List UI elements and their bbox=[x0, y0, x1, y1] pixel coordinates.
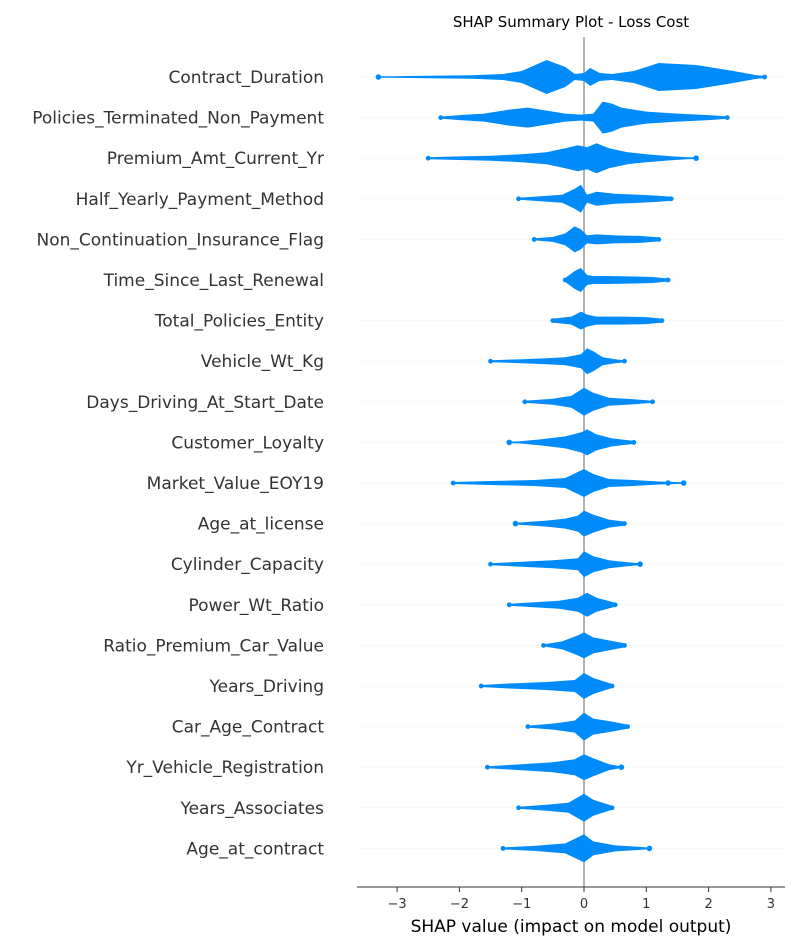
feature-distribution bbox=[453, 469, 684, 497]
feature-distribution bbox=[543, 632, 625, 659]
feature-label: Customer_Loyalty bbox=[171, 433, 324, 453]
max-point bbox=[631, 440, 637, 445]
feature-distribution bbox=[490, 348, 625, 375]
feature-label: Half_Yearly_Payment_Method bbox=[76, 190, 324, 210]
feature-label: Premium_Amt_Current_Yr bbox=[107, 149, 324, 169]
x-tick-label: 3 bbox=[767, 897, 775, 912]
max-point bbox=[665, 277, 671, 283]
feature-label: Vehicle_Wt_Kg bbox=[201, 352, 324, 372]
x-tick-label: −3 bbox=[388, 897, 407, 912]
max-point bbox=[612, 602, 618, 608]
max-point bbox=[622, 521, 627, 526]
feature-label: Market_Value_EOY19 bbox=[147, 474, 324, 494]
max-point bbox=[622, 643, 627, 648]
x-tick-label: 0 bbox=[580, 897, 588, 912]
feature-labels: Contract_Duration Policies_Terminated_Non… bbox=[32, 68, 324, 859]
min-point bbox=[550, 318, 556, 323]
feature-distribution bbox=[565, 268, 669, 292]
feature-distribution bbox=[518, 184, 672, 213]
outlier-point bbox=[665, 480, 671, 486]
feature-distribution bbox=[440, 101, 728, 134]
min-point bbox=[516, 196, 521, 202]
feature-distributions bbox=[375, 60, 768, 863]
feature-distribution bbox=[552, 311, 662, 330]
max-point bbox=[724, 115, 730, 120]
min-point bbox=[488, 561, 493, 567]
min-point bbox=[541, 643, 546, 648]
outlier-point bbox=[693, 155, 699, 161]
feature-label: Age_at_license bbox=[198, 515, 324, 535]
x-axis: −3 −2 −1 0 1 2 3 bbox=[357, 886, 785, 912]
min-point bbox=[516, 805, 521, 811]
x-tick-label: −2 bbox=[450, 897, 469, 912]
feature-distribution bbox=[503, 834, 650, 863]
max-point bbox=[609, 805, 615, 811]
feature-distribution bbox=[378, 60, 765, 94]
min-point bbox=[531, 237, 537, 242]
max-point bbox=[659, 318, 665, 323]
outlier-point bbox=[646, 845, 653, 852]
min-point bbox=[562, 277, 568, 283]
feature-label: Contract_Duration bbox=[169, 68, 324, 88]
x-axis-label: SHAP value (impact on model output) bbox=[411, 917, 732, 937]
outlier-point bbox=[512, 520, 519, 527]
feature-distribution bbox=[527, 712, 628, 741]
max-point bbox=[656, 237, 662, 242]
feature-label: Time_Since_Last_Renewal bbox=[103, 271, 324, 291]
feature-label: Car_Age_Contract bbox=[172, 718, 325, 738]
max-point bbox=[609, 683, 615, 689]
feature-distribution bbox=[534, 226, 659, 253]
feature-label: Days_Driving_At_Start_Date bbox=[86, 393, 324, 413]
feature-label: Years_Driving bbox=[208, 677, 324, 697]
feature-label: Power_Wt_Ratio bbox=[188, 596, 324, 616]
feature-distribution bbox=[524, 387, 653, 416]
feature-label: Ratio_Premium_Car_Value bbox=[103, 636, 324, 656]
outlier-point bbox=[375, 74, 382, 80]
min-point bbox=[485, 764, 490, 770]
feature-distribution bbox=[487, 754, 622, 781]
feature-distribution bbox=[490, 551, 641, 578]
feature-label: Non_Continuation_Insurance_Flag bbox=[37, 230, 324, 250]
chart-title: SHAP Summary Plot - Loss Cost bbox=[453, 13, 689, 31]
min-point bbox=[450, 480, 456, 486]
max-point bbox=[668, 196, 674, 202]
feature-label: Total_Policies_Entity bbox=[154, 312, 324, 332]
outlier-point bbox=[637, 561, 643, 567]
max-point bbox=[762, 74, 768, 80]
feature-label: Cylinder_Capacity bbox=[171, 555, 324, 575]
feature-label: Policies_Terminated_Non_Payment bbox=[32, 109, 324, 129]
feature-distribution bbox=[509, 592, 616, 617]
min-point bbox=[506, 602, 512, 608]
min-point bbox=[438, 115, 444, 120]
feature-label: Years_Associates bbox=[179, 799, 324, 819]
min-point bbox=[500, 846, 506, 851]
feature-distribution bbox=[481, 673, 612, 699]
min-point bbox=[522, 399, 528, 405]
feature-distribution bbox=[509, 429, 634, 456]
feature-label: Age_at_contract bbox=[186, 839, 324, 859]
outlier-point bbox=[680, 480, 687, 486]
feature-distribution bbox=[518, 793, 612, 822]
feature-distribution bbox=[515, 510, 625, 537]
outlier-point bbox=[618, 764, 625, 770]
max-point bbox=[650, 399, 655, 405]
min-point bbox=[425, 155, 431, 161]
max-point bbox=[625, 724, 631, 729]
feature-label: Yr_Vehicle_Registration bbox=[125, 758, 324, 778]
min-point bbox=[525, 724, 531, 729]
x-tick-label: 1 bbox=[642, 897, 650, 912]
x-tick-label: 2 bbox=[704, 897, 712, 912]
min-point bbox=[488, 358, 493, 364]
outlier-point bbox=[506, 439, 513, 446]
x-tick-label: −1 bbox=[512, 897, 531, 912]
feature-distribution bbox=[428, 143, 697, 174]
min-point bbox=[478, 683, 484, 689]
max-point bbox=[622, 358, 627, 364]
